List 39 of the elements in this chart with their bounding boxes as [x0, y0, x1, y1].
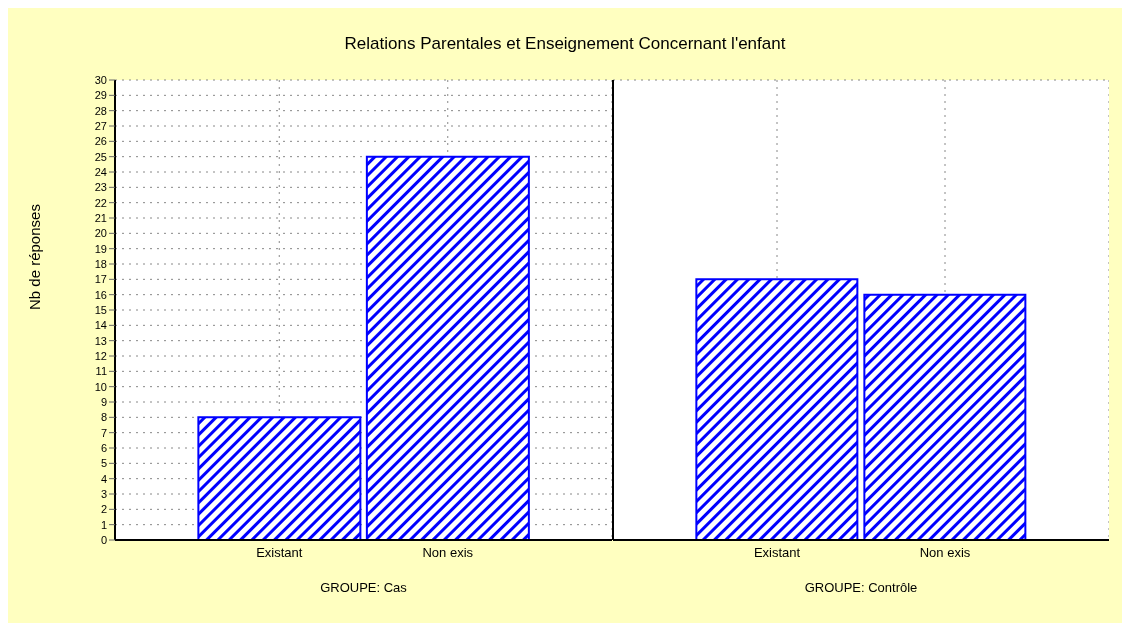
y-tick-label: 15: [94, 303, 107, 316]
y-tick-label: 10: [94, 380, 107, 393]
y-tick-label: 25: [94, 150, 107, 163]
x-tick-label: Non exis: [919, 545, 971, 561]
y-tick-label: 30: [94, 73, 107, 86]
y-axis-title: Nb de réponses: [26, 204, 44, 310]
x-tick-label: Existant: [256, 545, 303, 561]
y-tick-label: 17: [94, 273, 107, 286]
y-tick-label: 20: [94, 227, 107, 240]
y-tick-label: 5: [100, 457, 107, 470]
y-tick-label: 1: [100, 518, 107, 531]
y-tick-label: 19: [94, 242, 107, 255]
y-tick-label: 21: [94, 211, 107, 224]
y-tick-label: 18: [94, 257, 107, 270]
y-tick-label: 16: [94, 288, 107, 301]
x-tick-label: Non exis: [422, 545, 474, 561]
y-tick-label: 29: [94, 89, 107, 102]
chart-title: Relations Parentales et Enseignement Concernant l'enfant: [343, 34, 787, 54]
y-tick-label: 8: [100, 411, 107, 424]
y-tick-label: 27: [94, 119, 107, 132]
x-axis-title: GROUPE: Cas: [320, 580, 408, 595]
x-axis-title: GROUPE: Contrôle: [804, 580, 918, 595]
y-tick-label: 11: [95, 365, 107, 378]
x-tick-label: Existant: [753, 545, 801, 561]
y-tick-label: 7: [100, 426, 107, 439]
y-tick-label: 2: [100, 503, 107, 516]
y-tick-label: 24: [94, 165, 107, 178]
y-tick-label: 13: [94, 334, 107, 347]
y-tick-label: 26: [94, 135, 107, 148]
y-tick-label: 14: [94, 319, 107, 332]
y-tick-label: 6: [100, 441, 107, 454]
y-tick-label: 12: [94, 349, 107, 362]
y-tick-label: 22: [94, 196, 107, 209]
y-tick-label: 23: [94, 181, 107, 194]
y-tick-label: 28: [94, 104, 107, 117]
y-tick-label: 9: [100, 395, 107, 408]
y-tick-label: 3: [100, 487, 107, 500]
y-tick-label: 0: [100, 533, 107, 546]
y-tick-label: 4: [100, 472, 107, 485]
